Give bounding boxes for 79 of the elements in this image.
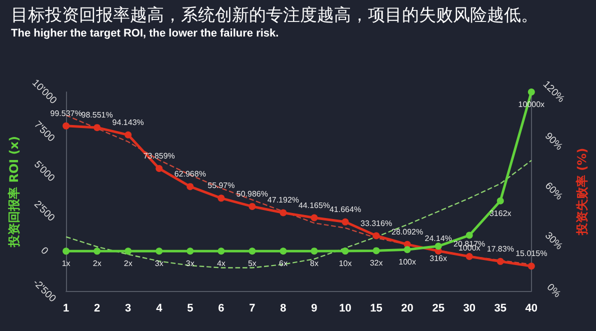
point <box>372 247 380 254</box>
y2-axis-title: 投资失败率 (%) <box>575 148 589 236</box>
x-tick-label: 25 <box>432 302 444 314</box>
point <box>528 88 535 96</box>
data-label: 33.316% <box>360 218 392 228</box>
data-label: 28.092% <box>392 227 424 236</box>
data-label: 41.664% <box>329 204 362 214</box>
point <box>62 248 70 255</box>
point <box>156 165 163 172</box>
data-label: 62.968% <box>174 170 206 179</box>
point <box>342 218 349 226</box>
data-label: 4x <box>216 259 226 268</box>
point <box>310 248 318 255</box>
point <box>94 248 101 255</box>
point <box>466 232 473 239</box>
y2-tick-label: 60% <box>542 180 564 203</box>
x-tick-label: 6 <box>218 302 224 314</box>
point <box>342 248 349 255</box>
point <box>156 248 163 255</box>
data-label: 100x <box>398 258 416 267</box>
data-label: 32x <box>370 258 383 268</box>
point <box>372 232 380 240</box>
data-label: 50.986% <box>236 189 268 198</box>
x-tick-label: 2 <box>94 302 100 314</box>
x-tick-label: 8 <box>280 302 286 314</box>
data-label: 94.143% <box>112 118 144 127</box>
x-tick-label: 20 <box>401 302 414 314</box>
data-label: 55.97% <box>208 181 235 190</box>
data-label: 44.165% <box>298 200 330 210</box>
data-label: 2x <box>92 259 102 268</box>
data-label: 15.015% <box>516 249 548 258</box>
x-tick-label: 1 <box>63 302 70 314</box>
x-tick-label: 4 <box>156 302 164 314</box>
point <box>434 242 442 250</box>
point <box>528 262 535 270</box>
data-label: 3x <box>154 259 164 268</box>
point <box>186 248 194 255</box>
point <box>124 248 132 255</box>
point <box>466 252 473 260</box>
x-tick-label: 30 <box>463 302 476 314</box>
data-label: 99.537% <box>50 108 82 118</box>
point <box>218 194 225 202</box>
x-tick-label: 15 <box>370 302 382 314</box>
data-label: 17.83% <box>486 244 514 254</box>
data-label: 316x <box>430 254 448 264</box>
point <box>310 214 318 222</box>
point <box>124 131 132 138</box>
data-label: 2x <box>124 259 132 268</box>
data-label: 47.192% <box>267 196 300 205</box>
point <box>280 209 287 216</box>
point <box>404 246 411 254</box>
y-axis-title: 投资回报率 ROI (x) <box>7 136 21 248</box>
point <box>62 122 70 130</box>
point <box>94 124 101 132</box>
x-tick-label: 5 <box>187 302 194 314</box>
data-label: 8x <box>310 259 318 268</box>
point <box>496 258 504 265</box>
x-tick-label: 9 <box>311 302 318 314</box>
data-label: 5x <box>248 259 256 268</box>
x-tick-label: 40 <box>525 302 538 314</box>
point <box>248 202 256 210</box>
y-tick-label: 0 <box>38 245 50 258</box>
data-label: 10x <box>338 259 352 268</box>
chart-subtitle: The higher the target ROI, the lower the failure risk. <box>11 28 279 40</box>
x-tick-label: 35 <box>494 302 507 314</box>
x-tick-label: 10 <box>339 302 352 314</box>
point <box>280 248 287 255</box>
data-label: 3162x <box>489 208 512 218</box>
point <box>218 248 225 255</box>
point <box>186 183 194 190</box>
chart-title: 目标投资回报率越高，系统创新的专注度越高，项目的失败风险越低。 <box>11 6 538 26</box>
x-tick-label: 3 <box>125 302 132 314</box>
data-label: 1x <box>62 259 70 268</box>
data-label: 98.551% <box>81 110 113 120</box>
x-tick-label: 7 <box>249 302 256 314</box>
point <box>248 248 256 255</box>
data-label: 24.14% <box>424 234 452 243</box>
y2-tick-label: 0% <box>544 282 562 300</box>
point <box>496 197 504 204</box>
